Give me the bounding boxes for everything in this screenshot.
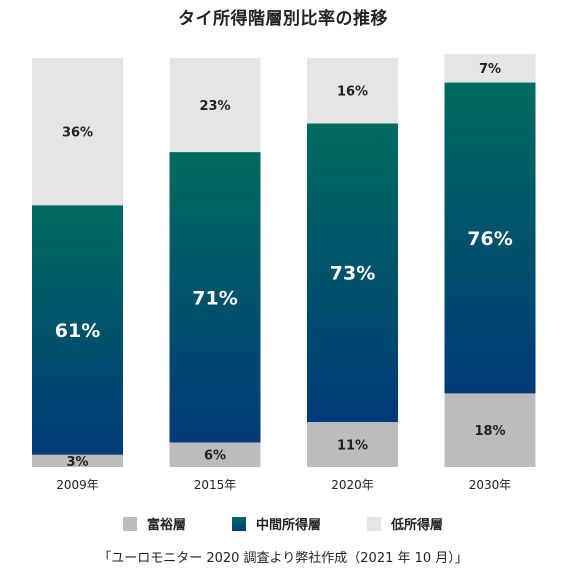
bar-segment-low-0 xyxy=(32,58,123,206)
bar-segment-wealthy-2 xyxy=(307,422,398,467)
data-label-low-1: 23% xyxy=(199,99,230,114)
x-tick-label-3: 2030年 xyxy=(469,478,512,492)
legend-item-wealthy: 富裕層 xyxy=(122,514,186,533)
data-label-low-3: 7% xyxy=(479,62,501,77)
legend-swatch-wealthy xyxy=(122,516,137,531)
bar-segment-low-1 xyxy=(169,58,261,153)
data-label-low-2: 16% xyxy=(337,85,368,100)
bar-segment-wealthy-3 xyxy=(444,393,536,467)
bar-segment-low-3 xyxy=(444,53,536,83)
bar-segment-middle-3 xyxy=(444,82,536,394)
bar-segment-middle-1 xyxy=(169,152,261,443)
data-label-low-0: 36% xyxy=(62,126,93,141)
legend-label-wealthy: 富裕層 xyxy=(146,518,186,533)
data-label-middle-0: 61% xyxy=(55,320,100,342)
x-tick-label-2: 2020年 xyxy=(331,478,374,492)
bar-segment-middle-2 xyxy=(307,123,398,423)
legend: 富裕層 中間所得層 低所得層 xyxy=(0,514,566,533)
data-label-wealthy-2: 11% xyxy=(337,439,368,454)
data-label-middle-3: 76% xyxy=(467,228,512,250)
legend-item-middle: 中間所得層 xyxy=(231,514,321,533)
x-tick-label-1: 2015年 xyxy=(194,478,237,492)
data-label-wealthy-3: 18% xyxy=(474,424,505,439)
bar-segment-wealthy-1 xyxy=(169,442,261,467)
bar-segment-low-2 xyxy=(307,58,398,124)
legend-label-low: 低所得層 xyxy=(391,518,444,533)
stacked-bar-chart: 3% 61% 36% 2009年 6% 71% 23% 2015年 11% 73% 16% 2020年… xyxy=(32,53,536,492)
legend-label-middle: 中間所得層 xyxy=(255,518,321,533)
source-note: 「ユーロモニター 2020 調査より弊社作成（2021 年 10 月）」 xyxy=(98,551,468,566)
legend-item-low: 低所得層 xyxy=(367,514,443,533)
chart-title: タイ所得階層別比率の推移 xyxy=(178,9,388,29)
data-label-wealthy-1: 6% xyxy=(204,449,226,464)
x-tick-label-0: 2009年 xyxy=(56,478,99,492)
data-label-middle-1: 71% xyxy=(192,287,237,309)
data-label-wealthy-0: 3% xyxy=(66,455,88,470)
bar-segment-middle-0 xyxy=(32,205,123,455)
legend-swatch-low xyxy=(367,516,381,531)
data-label-middle-2: 73% xyxy=(330,263,375,285)
legend-swatch-middle xyxy=(231,516,246,531)
bar-segment-wealthy-0 xyxy=(32,454,123,467)
